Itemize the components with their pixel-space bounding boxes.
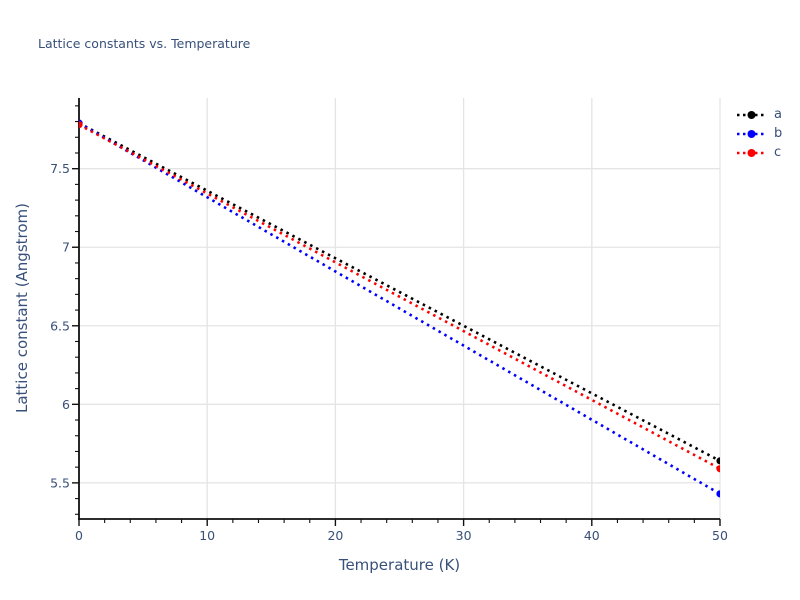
legend-label-c: c [774,145,782,160]
legend-label-b: b [774,126,783,141]
legend-item-c: c [736,143,782,162]
y-axis-label: Lattice constant (Angstrom) [13,202,31,414]
svg-text:10: 10 [199,528,215,543]
svg-text:6: 6 [62,397,70,412]
legend-line-sample-b [737,129,766,138]
svg-text:6.5: 6.5 [50,318,70,333]
svg-text:20: 20 [327,528,343,543]
svg-text:0: 0 [75,528,83,543]
legend-label-a: a [774,107,782,122]
svg-text:7.5: 7.5 [50,161,70,176]
legend: a b c [736,105,782,162]
svg-text:5.5: 5.5 [50,475,70,490]
chart-title: Lattice constants vs. Temperature [38,36,251,51]
x-axis-label: Temperature (K) [338,556,461,574]
svg-text:40: 40 [584,528,600,543]
svg-text:30: 30 [456,528,472,543]
legend-line-sample-c [737,148,766,157]
legend-line-sample-a [737,110,766,119]
legend-item-b: b [736,124,782,143]
legend-item-a: a [736,105,782,124]
svg-text:7: 7 [62,240,70,255]
svg-text:50: 50 [712,528,728,543]
